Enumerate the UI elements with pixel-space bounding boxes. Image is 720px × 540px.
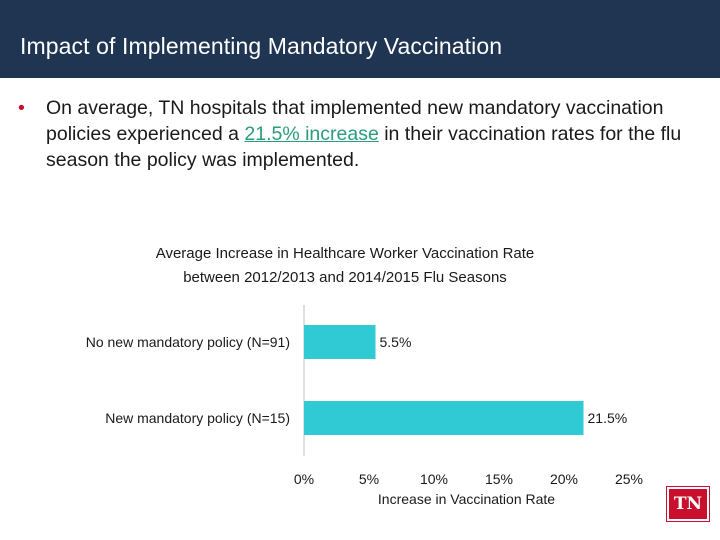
bar-chart: Average Increase in Healthcare Worker Va…: [86, 245, 643, 507]
bullet-highlight: 21.5% increase: [244, 123, 379, 145]
chart-title-line-2: between 2012/2013 and 2014/2015 Flu Seas…: [183, 269, 507, 286]
slide-title: Impact of Implementing Mandatory Vaccina…: [20, 33, 503, 59]
data-label-1: 21.5%: [588, 410, 628, 426]
x-tick-label-3: 15%: [485, 471, 513, 487]
tn-logo-text: TN: [669, 489, 707, 519]
bar-0: [304, 325, 376, 359]
bullet-marker: •: [18, 97, 25, 119]
x-tick-label-1: 5%: [359, 471, 379, 487]
title-bar: Impact of Implementing Mandatory Vaccina…: [0, 0, 720, 78]
category-label-1: New mandatory policy (N=15): [105, 410, 290, 426]
bullet-text-part1: On average, TN hospitals that implemente…: [46, 97, 664, 145]
x-tick-label-2: 10%: [420, 471, 448, 487]
chart-title-line-1: Average Increase in Healthcare Worker Va…: [156, 245, 535, 262]
x-axis-label: Increase in Vaccination Rate: [378, 491, 555, 507]
bar-1: [304, 401, 584, 435]
category-label-0: No new mandatory policy (N=91): [86, 334, 290, 350]
x-tick-label-0: 0%: [294, 471, 314, 487]
bullet-text: On average, TN hospitals that implemente…: [46, 95, 698, 173]
tn-logo: TN: [666, 486, 710, 522]
data-label-0: 5.5%: [380, 334, 412, 350]
x-tick-label-5: 25%: [615, 471, 643, 487]
bullet-text-part2: in their vaccination rates for the flu s…: [46, 123, 682, 171]
x-tick-label-4: 20%: [550, 471, 578, 487]
bullet-point: • On average, TN hospitals that implemen…: [18, 95, 698, 173]
